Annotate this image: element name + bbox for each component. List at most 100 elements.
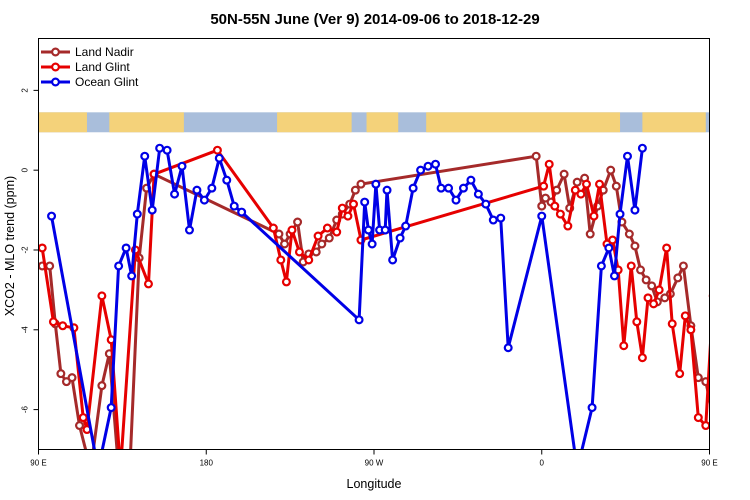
data-point xyxy=(736,247,743,254)
data-point xyxy=(641,275,651,285)
data-point xyxy=(550,201,560,211)
data-point xyxy=(589,211,599,221)
data-point xyxy=(140,151,150,161)
data-point xyxy=(162,145,172,155)
data-point xyxy=(678,261,688,271)
data-point xyxy=(563,221,573,231)
data-point xyxy=(332,227,342,237)
y-tick-label: 2 xyxy=(21,88,30,93)
data-point xyxy=(649,299,659,309)
data-point xyxy=(496,213,506,223)
data-point xyxy=(615,209,625,219)
data-point xyxy=(343,211,353,221)
data-point xyxy=(408,183,418,193)
data-point xyxy=(337,203,347,213)
data-point xyxy=(544,159,554,169)
data-point xyxy=(155,143,165,153)
legend-label: Land Nadir xyxy=(75,45,134,59)
data-point xyxy=(637,143,647,153)
data-point xyxy=(637,353,647,363)
x-axis-label: Longitude xyxy=(347,477,402,491)
data-point xyxy=(555,209,565,219)
data-point xyxy=(673,273,683,283)
data-point xyxy=(401,221,411,231)
data-point xyxy=(304,255,314,265)
data-point xyxy=(95,466,102,473)
x-axis-ticks: 90 E 180 90 W 0 90 E xyxy=(30,449,718,468)
data-point xyxy=(488,215,498,225)
data-point xyxy=(539,181,549,191)
data-point xyxy=(237,207,247,217)
data-point xyxy=(643,293,653,303)
data-point xyxy=(624,229,634,239)
data-point xyxy=(56,369,66,379)
data-point xyxy=(58,321,68,331)
data-point xyxy=(268,223,278,233)
land-band-segment xyxy=(642,112,706,133)
data-point xyxy=(423,161,433,171)
data-point xyxy=(451,195,461,205)
data-point xyxy=(324,233,334,243)
data-point xyxy=(581,179,591,189)
data-point xyxy=(348,199,358,209)
data-point xyxy=(537,201,547,211)
data-point xyxy=(276,255,286,265)
data-point xyxy=(630,241,640,251)
data-point xyxy=(395,233,405,243)
data-point xyxy=(596,261,606,271)
data-point xyxy=(619,341,629,351)
data-point xyxy=(540,193,550,203)
land-band-segment xyxy=(109,112,184,133)
data-point xyxy=(371,179,381,189)
data-point xyxy=(473,189,483,199)
data-point xyxy=(170,189,180,199)
x-tick-label: 0 xyxy=(540,459,545,468)
data-point xyxy=(503,343,513,353)
y-axis-label: XCO2 - MLO trend (ppm) xyxy=(3,176,17,316)
data-point xyxy=(622,151,632,161)
data-point xyxy=(143,279,153,289)
data-point xyxy=(45,261,55,271)
data-point xyxy=(725,466,732,473)
legend-marker xyxy=(50,47,60,57)
y-tick-label: -4 xyxy=(21,326,30,334)
data-point xyxy=(199,195,209,205)
data-point xyxy=(416,165,426,175)
y-axis-ticks: -6 -4 -2 0 2 xyxy=(21,88,39,413)
data-point xyxy=(177,161,187,171)
data-point xyxy=(587,403,597,413)
data-point xyxy=(388,255,398,265)
data-point xyxy=(660,293,670,303)
chart-title: 50N-55N June (Ver 9) 2014-09-06 to 2018-… xyxy=(210,11,539,28)
data-point xyxy=(466,175,476,185)
land-band-segment xyxy=(277,112,352,133)
data-point xyxy=(608,235,618,245)
x-tick-label: 90 W xyxy=(365,459,384,468)
data-point xyxy=(647,281,657,291)
data-point xyxy=(106,403,116,413)
legend-label: Ocean Glint xyxy=(75,75,139,89)
data-point xyxy=(87,466,94,473)
x-tick-label: 180 xyxy=(200,459,214,468)
data-point xyxy=(595,179,605,189)
data-point xyxy=(48,317,58,327)
data-point xyxy=(121,243,131,253)
series-layer xyxy=(38,143,750,473)
data-point xyxy=(667,319,677,329)
data-point xyxy=(701,421,710,431)
data-point xyxy=(636,265,646,275)
data-point xyxy=(609,271,619,281)
data-point xyxy=(212,145,222,155)
data-point xyxy=(367,239,377,249)
data-point xyxy=(743,281,750,288)
data-point xyxy=(229,201,239,211)
legend-item: Land Glint xyxy=(41,60,130,74)
data-point xyxy=(207,183,217,193)
x-tick-label: 90 E xyxy=(701,459,717,468)
data-point xyxy=(61,377,71,387)
data-point xyxy=(380,225,390,235)
data-point xyxy=(611,181,621,191)
data-point xyxy=(585,229,595,239)
series-line xyxy=(40,148,710,450)
data-point xyxy=(559,169,569,179)
